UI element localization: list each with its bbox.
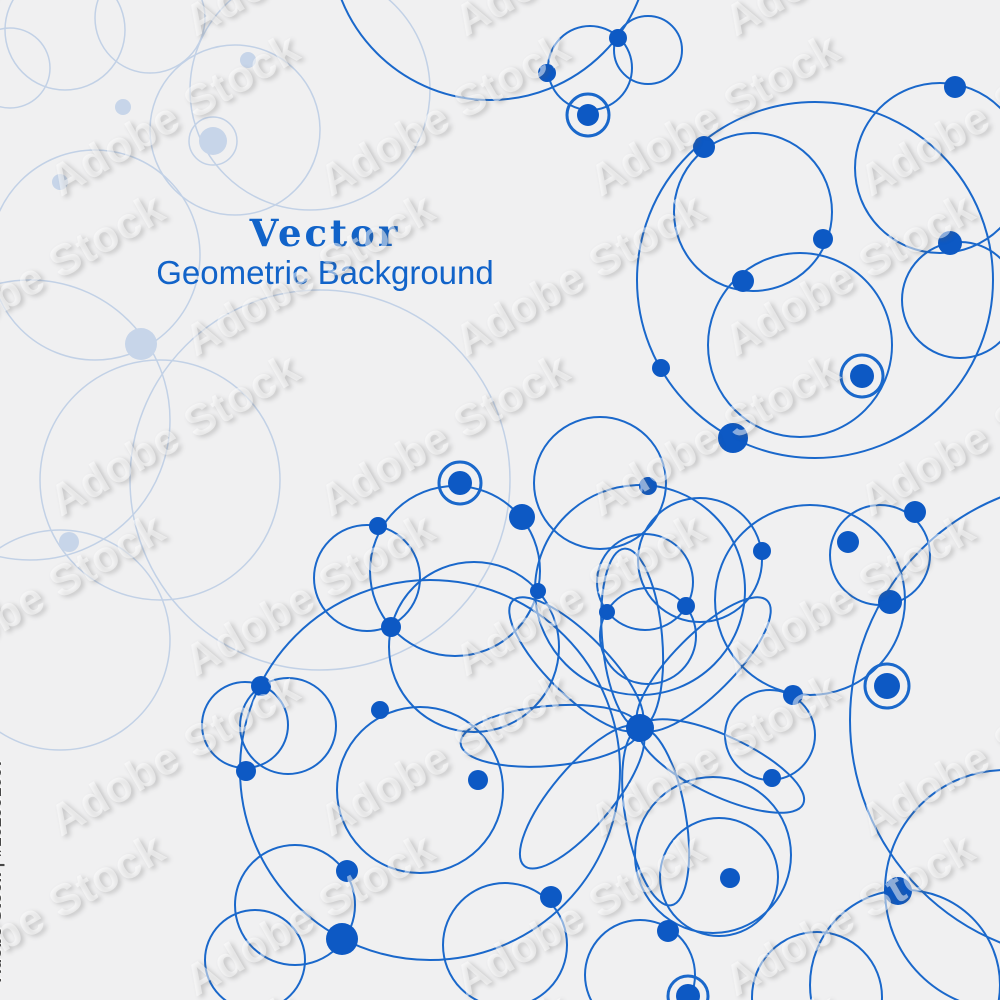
ringed-node-dots [437,92,911,1000]
stock-id-watermark: Adobe Stock | #162991607 [0,757,5,982]
node-dots [236,29,966,955]
faint-circle-cluster [0,0,511,751]
circle-network [201,0,1000,1000]
